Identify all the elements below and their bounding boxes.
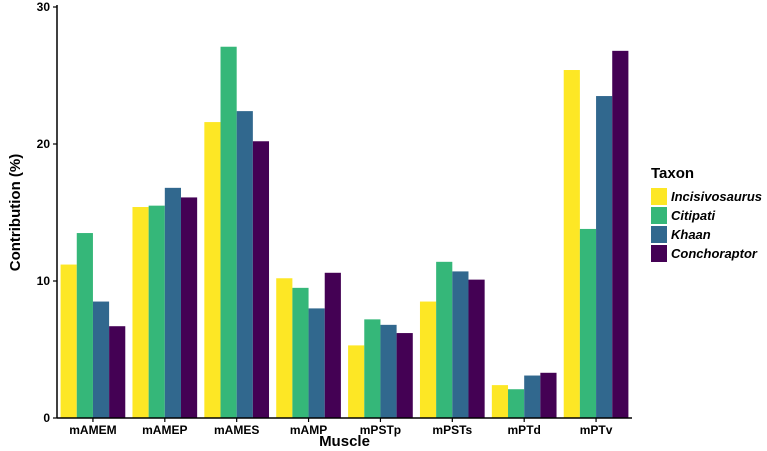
x-tick-label: mPTv [580, 423, 613, 437]
bar-mPTd-incisivosaurus [491, 385, 509, 418]
bar-mPTd-citipati [508, 389, 525, 418]
bar-mAMES-conchoraptor [252, 141, 270, 418]
bar-mPTv-conchoraptor [612, 50, 629, 419]
bar-mAMEM-khaan [92, 301, 110, 418]
bar-mPSTp-conchoraptor [396, 333, 413, 418]
y-tick-label: 30 [37, 0, 51, 14]
legend-label-khaan: Khaan [671, 227, 711, 242]
x-axis-title: Muscle [319, 433, 370, 450]
bar-mAMP-citipati [292, 287, 309, 418]
bar-mPTv-citipati [579, 228, 597, 418]
bar-mAMES-citipati [220, 46, 237, 418]
legend-swatch-khaan [651, 226, 667, 243]
x-tick-label: mAMP [290, 423, 327, 437]
legend-label-conchoraptor: Conchoraptor [671, 246, 758, 261]
bar-mAMEM-conchoraptor [109, 326, 126, 418]
bars-group [60, 46, 629, 419]
bar-mAMP-khaan [308, 308, 325, 418]
bar-mAMEP-citipati [148, 205, 165, 418]
axes-group: 0 10 20 30 mAMEM mAMEP mAMES mAMP mPSTp mPSTs mPTd… [37, 0, 632, 437]
bar-mPSTs-citipati [436, 261, 453, 418]
x-tick-label: mAMEM [69, 423, 116, 437]
legend-swatch-incisivosaurus [651, 188, 667, 205]
bar-mAMP-conchoraptor [324, 272, 341, 418]
bar-mPSTs-khaan [452, 271, 469, 418]
y-axis-title: Contribution (%) [7, 154, 24, 271]
bar-mAMEP-conchoraptor [180, 197, 198, 418]
bar-mPSTs-incisivosaurus [419, 301, 437, 418]
bar-mAMEM-incisivosaurus [60, 264, 77, 418]
bar-mPTd-conchoraptor [540, 372, 557, 418]
bar-mAMEP-khaan [164, 187, 181, 418]
legend-label-incisivosaurus: Incisivosaurus [671, 189, 762, 204]
bar-mAMEP-incisivosaurus [132, 207, 149, 418]
bar-mAMEM-citipati [76, 233, 93, 418]
x-tick-label: mPTd [508, 423, 541, 437]
y-tick-label: 20 [37, 137, 51, 151]
bar-mAMES-incisivosaurus [204, 122, 221, 418]
legend-swatch-citipati [651, 207, 667, 224]
x-tick-label: mAMES [214, 423, 259, 437]
legend-title: Taxon [651, 165, 694, 182]
x-tick-label: mAMEP [142, 423, 187, 437]
legend-label-citipati: Citipati [671, 208, 715, 223]
bar-mPSTs-conchoraptor [468, 279, 485, 418]
bar-mPSTp-khaan [380, 324, 397, 418]
bar-mPSTp-incisivosaurus [348, 345, 365, 418]
y-tick-label: 0 [43, 411, 50, 425]
legend-swatch-conchoraptor [651, 245, 667, 262]
y-tick-label: 10 [37, 274, 51, 288]
legend: Taxon Incisivosaurus Citipati Khaan Conchor… [651, 165, 762, 262]
bar-mPTd-khaan [524, 375, 541, 418]
bar-mAMP-incisivosaurus [276, 278, 293, 418]
bar-mAMES-khaan [236, 111, 253, 419]
bar-mPTv-incisivosaurus [563, 70, 580, 419]
bar-mPTv-khaan [596, 96, 613, 419]
x-tick-label: mPSTs [432, 423, 472, 437]
bar-mPSTp-citipati [364, 319, 381, 418]
x-tick-label: mPSTp [360, 423, 401, 437]
